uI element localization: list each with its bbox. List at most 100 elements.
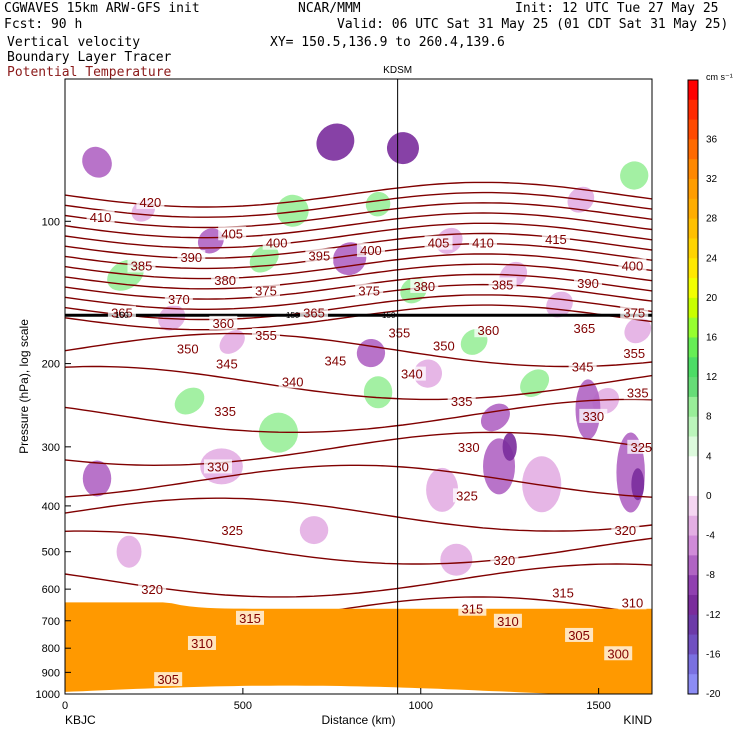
- theta-contour-label: 315: [239, 611, 261, 626]
- colorbar-swatch: [688, 297, 698, 319]
- y-tick-label: 800: [42, 643, 60, 655]
- theta-contour: [65, 253, 652, 280]
- theta-contour-label: 315: [461, 602, 483, 617]
- theta-contour: [65, 222, 652, 249]
- theta-contour-label: 330: [207, 459, 229, 474]
- colorbar-tick-label: 24: [706, 253, 718, 264]
- colorbar-tick-label: -20: [706, 689, 721, 700]
- x-tick-label: 0: [62, 700, 68, 712]
- terrain-shading: [65, 602, 652, 694]
- theta-contour-label: 325: [630, 440, 652, 455]
- theta-contour-label: 400: [360, 243, 382, 258]
- theta-contour-label: 300: [607, 646, 629, 661]
- colorbar-swatch: [688, 99, 698, 121]
- velocity-blob: [480, 403, 510, 432]
- colorbar-swatch: [688, 555, 698, 576]
- theta-contour: [65, 464, 652, 498]
- theta-contour-label: 350: [177, 342, 199, 357]
- colorbar-swatch: [688, 614, 698, 636]
- theta-contour-label: 385: [131, 258, 153, 273]
- station-left-label: KBJC: [65, 713, 96, 727]
- colorbar-swatch: [688, 258, 698, 279]
- theta-contour-label: 365: [111, 306, 133, 321]
- theta-contour-label: 310: [497, 614, 519, 629]
- theta-contour-label: 305: [157, 672, 179, 687]
- y-tick-label: 500: [42, 547, 60, 559]
- forecast-hour: Fcst: 90 h: [4, 17, 83, 32]
- colorbar-swatch: [688, 317, 698, 338]
- theta-contour: [65, 191, 652, 218]
- velocity-blob: [82, 146, 112, 178]
- colorbar-swatch: [688, 634, 698, 655]
- velocity-blob: [631, 468, 645, 501]
- station-right-label: KIND: [623, 713, 652, 727]
- theta-contour-label: 420: [140, 195, 162, 210]
- colorbar-tick-label: 0: [706, 491, 712, 502]
- theta-contour-label: 395: [309, 248, 331, 263]
- velocity-blob: [426, 467, 459, 512]
- y-tick-label: 1000: [36, 689, 60, 701]
- theta-contour-label: 415: [545, 232, 567, 247]
- colorbar-swatch: [688, 238, 698, 259]
- theta-contour-label: 325: [221, 523, 243, 538]
- colorbar-swatch: [688, 198, 698, 220]
- velocity-blob: [440, 543, 473, 576]
- colorbar-swatch: [688, 495, 698, 517]
- theta-contour: [65, 263, 652, 290]
- theta-contour-label: 400: [266, 236, 288, 251]
- theta-contour-label: 385: [492, 277, 514, 292]
- velocity-blob: [413, 359, 443, 388]
- theta-contour-label: 365: [574, 321, 596, 336]
- velocity-blob: [174, 387, 205, 415]
- colorbar-swatch: [688, 456, 698, 477]
- theta-contour-label: 405: [428, 236, 450, 251]
- theta-contour-label: 335: [627, 385, 649, 400]
- field-boundary-layer-tracer: Boundary Layer Tracer: [7, 50, 172, 65]
- colorbar-swatch: [688, 80, 698, 101]
- colorbar-frame: [687, 79, 699, 695]
- theta-contour-label: 410: [90, 210, 112, 225]
- colorbar-swatch: [688, 119, 698, 140]
- colorbar-tick-label: 36: [706, 134, 718, 145]
- colorbar-swatch: [688, 654, 698, 675]
- theta-contour-label: 390: [577, 276, 599, 291]
- velocity-blob: [158, 305, 186, 331]
- theta-contour: [65, 530, 652, 565]
- theta-contour-label: 330: [582, 409, 604, 424]
- x-axis-label: Distance (km): [321, 713, 395, 727]
- institution: NCAR/MMM: [298, 1, 361, 16]
- plot-field: 300 305 305 310 310 310 315 315 315 320 320 320 325 3…: [65, 123, 652, 694]
- velocity-blob: [620, 161, 649, 190]
- colorbar-tick-label: 20: [706, 293, 718, 304]
- colorbar-tick-label: 4: [706, 451, 712, 462]
- theta-contour-label: 375: [255, 283, 277, 298]
- velocity-blob: [82, 460, 112, 497]
- colorbar-swatch: [688, 396, 698, 418]
- theta-contour-label: 335: [451, 394, 473, 409]
- cross-section-xy: XY= 150.5,136.9 to 260.4,139.6: [270, 35, 505, 50]
- theta-contour-label: 345: [216, 357, 238, 372]
- colorbar-swatch: [688, 159, 698, 180]
- theta-contour-label: 360: [477, 323, 499, 338]
- theta-contour-label: 305: [568, 628, 590, 643]
- y-tick-label: 300: [42, 442, 60, 454]
- y-axis-label: Pressure (hPa), log scale: [17, 319, 31, 454]
- field-potential-temperature: Potential Temperature: [7, 65, 172, 80]
- x-tick-label: 1000: [409, 700, 433, 712]
- theta-contour-label: 365: [303, 306, 325, 321]
- y-tick-label: 100: [42, 216, 60, 228]
- colorbar-swatch: [688, 179, 698, 200]
- y-tick-label: 900: [42, 667, 60, 679]
- velocity-blob: [546, 291, 573, 318]
- theta-contour-label: 370: [168, 292, 190, 307]
- station-marker-label: KDSM: [383, 65, 412, 76]
- theta-contour-label: 320: [614, 523, 636, 538]
- theta-contour-label: 320: [141, 582, 163, 597]
- theta-contour-label: 355: [255, 328, 277, 343]
- velocity-blob: [520, 369, 550, 397]
- colorbar-swatch: [688, 476, 698, 497]
- theta-contour: [65, 202, 652, 229]
- theta-contour-label: 320: [494, 553, 516, 568]
- theta-contour-label: 390: [180, 250, 202, 265]
